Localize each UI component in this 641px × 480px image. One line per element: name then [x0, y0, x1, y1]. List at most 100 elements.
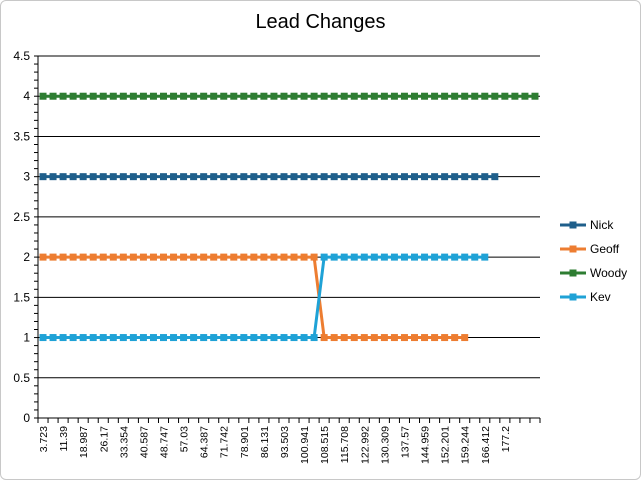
data-point-marker: [69, 92, 77, 100]
data-point-marker: [280, 253, 288, 261]
data-point-marker: [59, 253, 67, 261]
x-tick-label: 177.2: [500, 426, 512, 452]
data-point-marker: [411, 253, 418, 261]
x-tick-label: 11.39: [58, 426, 70, 452]
data-point-marker: [220, 173, 228, 181]
data-point-marker: [310, 334, 318, 342]
data-point-marker: [190, 334, 198, 342]
data-point-marker: [360, 173, 368, 181]
data-point-marker: [521, 92, 529, 100]
data-point-marker: [59, 92, 67, 100]
legend-label: Nick: [590, 218, 614, 232]
data-point-marker: [431, 173, 439, 181]
data-point-marker: [290, 173, 298, 181]
x-tick-label: 130.309: [379, 426, 391, 464]
data-point-marker: [49, 173, 57, 181]
data-point-marker: [220, 334, 228, 342]
data-point-marker: [280, 334, 288, 342]
data-point-marker: [370, 173, 378, 181]
data-point-marker: [250, 92, 258, 100]
data-point-marker: [260, 173, 268, 181]
data-point-marker: [481, 253, 489, 261]
data-point-marker: [310, 92, 318, 100]
x-tick-label: 57.03: [179, 426, 191, 452]
legend-label: Kev: [590, 290, 611, 304]
x-tick-label: 93.503: [279, 426, 291, 458]
data-point-marker: [79, 253, 87, 261]
x-tick-label: 100.941: [299, 426, 311, 464]
data-point-marker: [160, 92, 167, 100]
data-point-marker: [99, 334, 107, 342]
y-tick-label: 4.5: [13, 49, 30, 63]
x-tick-label: 108.515: [319, 426, 331, 464]
data-point-marker: [320, 253, 328, 261]
data-point-marker: [431, 92, 439, 100]
data-point-marker: [210, 334, 218, 342]
y-tick-label: 2: [23, 250, 30, 264]
data-point-marker: [139, 173, 147, 181]
data-point-marker: [380, 173, 388, 181]
data-point-marker: [461, 253, 469, 261]
data-point-marker: [200, 334, 208, 342]
data-point-marker: [380, 92, 388, 100]
data-point-marker: [89, 92, 97, 100]
data-point-marker: [160, 173, 167, 181]
data-point-marker: [280, 92, 288, 100]
data-point-marker: [451, 92, 459, 100]
x-tick-label: 86.131: [259, 426, 271, 458]
data-point-marker: [119, 334, 127, 342]
data-point-marker: [170, 173, 178, 181]
data-point-marker: [160, 253, 167, 261]
data-point-marker: [400, 92, 408, 100]
y-tick-label: 1.5: [13, 290, 30, 304]
legend-marker: [569, 221, 577, 229]
y-tick-label: 0.5: [13, 371, 30, 385]
data-point-marker: [360, 334, 368, 342]
data-point-marker: [129, 334, 137, 342]
data-point-marker: [109, 253, 117, 261]
data-point-marker: [400, 334, 408, 342]
data-point-marker: [451, 253, 459, 261]
data-point-marker: [49, 92, 57, 100]
data-point-marker: [300, 253, 308, 261]
data-point-marker: [330, 173, 338, 181]
x-tick-label: 159.244: [460, 426, 472, 464]
data-point-marker: [170, 334, 178, 342]
data-point-marker: [129, 92, 137, 100]
data-point-marker: [240, 253, 248, 261]
data-point-marker: [220, 253, 228, 261]
data-point-marker: [99, 253, 107, 261]
data-point-marker: [129, 253, 137, 261]
data-point-marker: [491, 92, 499, 100]
legend-label: Woody: [590, 266, 627, 280]
data-point-marker: [149, 92, 157, 100]
data-point-marker: [350, 253, 358, 261]
x-tick-label: 26.17: [98, 426, 110, 452]
x-tick-label: 144.959: [420, 426, 432, 464]
data-point-marker: [79, 92, 87, 100]
data-point-marker: [210, 253, 218, 261]
data-point-marker: [431, 334, 439, 342]
data-point-marker: [270, 253, 278, 261]
data-point-marker: [200, 92, 208, 100]
data-point-marker: [481, 173, 489, 181]
data-point-marker: [360, 253, 368, 261]
data-point-marker: [330, 92, 338, 100]
data-point-marker: [300, 334, 308, 342]
data-point-marker: [139, 334, 147, 342]
data-point-marker: [149, 173, 157, 181]
data-point-marker: [370, 253, 378, 261]
x-tick-label: 3.723: [38, 426, 50, 452]
data-point-marker: [390, 92, 398, 100]
data-point-marker: [270, 173, 278, 181]
data-point-marker: [59, 334, 67, 342]
data-point-marker: [39, 334, 47, 342]
data-point-marker: [400, 173, 408, 181]
data-point-marker: [89, 253, 97, 261]
data-point-marker: [89, 334, 97, 342]
legend-marker: [569, 293, 577, 301]
data-point-marker: [390, 334, 398, 342]
data-point-marker: [69, 334, 77, 342]
y-tick-label: 2.5: [13, 210, 30, 224]
data-point-marker: [160, 334, 167, 342]
